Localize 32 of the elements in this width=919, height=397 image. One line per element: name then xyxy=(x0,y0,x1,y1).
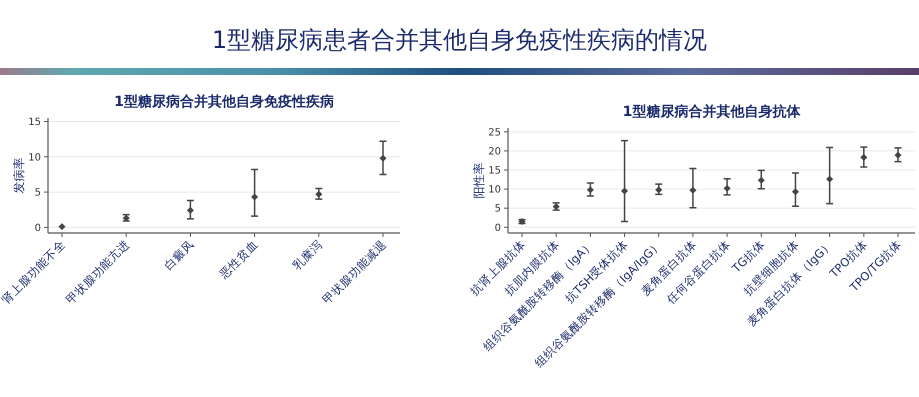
text: 1型糖尿病患者合并其他自身免疫性疾病的情况 xyxy=(212,26,708,54)
point xyxy=(860,154,868,161)
y-tick-label: 0 xyxy=(34,222,41,234)
point xyxy=(894,152,902,159)
point xyxy=(826,176,834,183)
y-tick-label: 20 xyxy=(488,146,501,158)
y-tick-label: 15 xyxy=(488,166,501,176)
point xyxy=(58,223,66,230)
y-tick-label: 15 xyxy=(28,117,41,128)
y-axis-title: 阳性率 xyxy=(472,162,486,198)
y-tick-label: 5 xyxy=(494,204,501,215)
x-tick-label: 甲状腺功能亢进 xyxy=(63,237,132,307)
y-tick-label: 5 xyxy=(34,188,41,199)
point xyxy=(621,188,628,194)
y-axis-title: 发病率 xyxy=(12,158,26,194)
x-tick-label: 白癜风 xyxy=(161,237,197,273)
chart-title: 1型糖尿病合并其他自身免疫性疾病 xyxy=(114,93,334,110)
point xyxy=(380,154,386,162)
point xyxy=(724,184,731,192)
point xyxy=(792,188,799,196)
chart-title: 1型糖尿病合并其他自身抗体 xyxy=(622,103,802,120)
y-tick-label: 25 xyxy=(488,127,501,138)
x-tick-label: 乳糜泻 xyxy=(290,237,325,273)
point xyxy=(186,206,194,214)
y-tick-label: 10 xyxy=(28,152,41,164)
point xyxy=(758,176,765,184)
point xyxy=(586,186,594,194)
point xyxy=(689,186,696,194)
x-tick-label: 恶性贫血 xyxy=(216,237,261,282)
point xyxy=(251,194,258,201)
y-tick-label: 0 xyxy=(494,222,501,234)
y-tick-label: 10 xyxy=(488,184,501,196)
